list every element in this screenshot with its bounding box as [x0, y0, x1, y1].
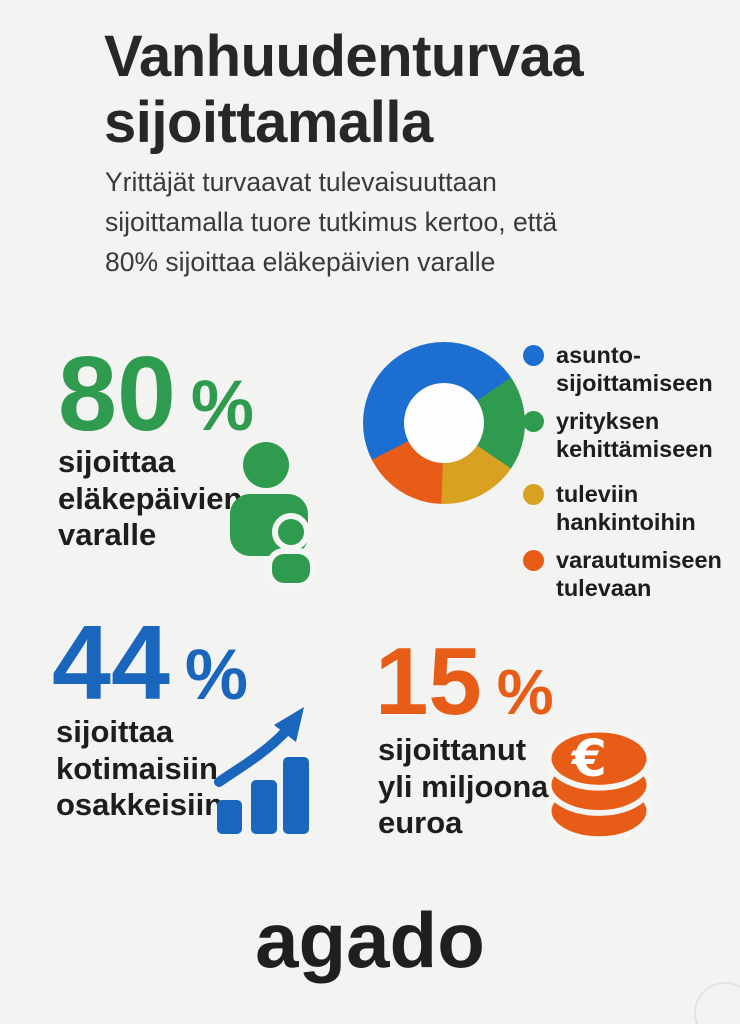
legend-label-future: varautumiseen tulevaan	[556, 547, 722, 601]
legend-dot-housing	[523, 345, 544, 366]
stat-pension-percent-sign: %	[190, 367, 255, 446]
stat-pension-number: 80	[58, 335, 176, 453]
corner-ring-decoration	[694, 982, 740, 1024]
euro-coin-stack-icon: €	[540, 715, 658, 843]
legend-item-housing: asunto- sijoittamiseen	[523, 342, 713, 397]
donut-chart	[363, 342, 525, 504]
page-title-line-1: Vanhuudenturvaa	[104, 24, 584, 89]
page-title: Vanhuudenturvaa sijoittamalla	[104, 24, 584, 156]
legend-item-business: yrityksen kehittämiseen	[523, 408, 713, 463]
stat-stocks-value: 44%	[52, 610, 248, 716]
rising-bar-chart-icon	[212, 704, 320, 839]
stat-million-percent-sign: %	[496, 656, 554, 728]
page-subtitle: Yrittäjät turvaavat tulevaisuuttaan sijo…	[105, 162, 557, 282]
stat-million-value: 15%	[375, 634, 554, 730]
stat-million-label: sijoittanut yli miljoona euroa	[378, 732, 549, 840]
legend-dot-purchases	[523, 484, 544, 505]
page-title-line-2: sijoittamalla	[104, 90, 433, 155]
subtitle-line-3: 80% sijoittaa eläkepäivien varalle	[105, 247, 496, 277]
subtitle-line-1: Yrittäjät turvaavat tulevaisuuttaan	[105, 167, 497, 197]
stat-stocks-number: 44	[52, 604, 170, 722]
legend-label-business: yrityksen kehittämiseen	[556, 408, 713, 462]
legend-item-future: varautumiseen tulevaan	[523, 547, 722, 602]
legend-dot-future	[523, 550, 544, 571]
legend-item-purchases: tuleviin hankintoihin	[523, 481, 696, 536]
euro-symbol: €	[571, 729, 607, 788]
stat-stocks-label: sijoittaa kotimaisiin osakkeisiin	[56, 714, 224, 822]
legend-dot-business	[523, 411, 544, 432]
legend-label-purchases: tuleviin hankintoihin	[556, 481, 696, 535]
stat-million-number: 15	[375, 628, 482, 735]
stat-pension-label: sijoittaa eläkepäivien varalle	[58, 444, 243, 552]
agado-logo: agado	[255, 896, 485, 984]
stat-pension-value: 80%	[58, 341, 254, 447]
stat-stocks-percent-sign: %	[184, 636, 249, 715]
adult-and-child-icon	[223, 437, 335, 592]
legend-label-housing: asunto- sijoittamiseen	[556, 342, 713, 396]
subtitle-line-2: sijoittamalla tuore tutkimus kertoo, ett…	[105, 207, 558, 237]
